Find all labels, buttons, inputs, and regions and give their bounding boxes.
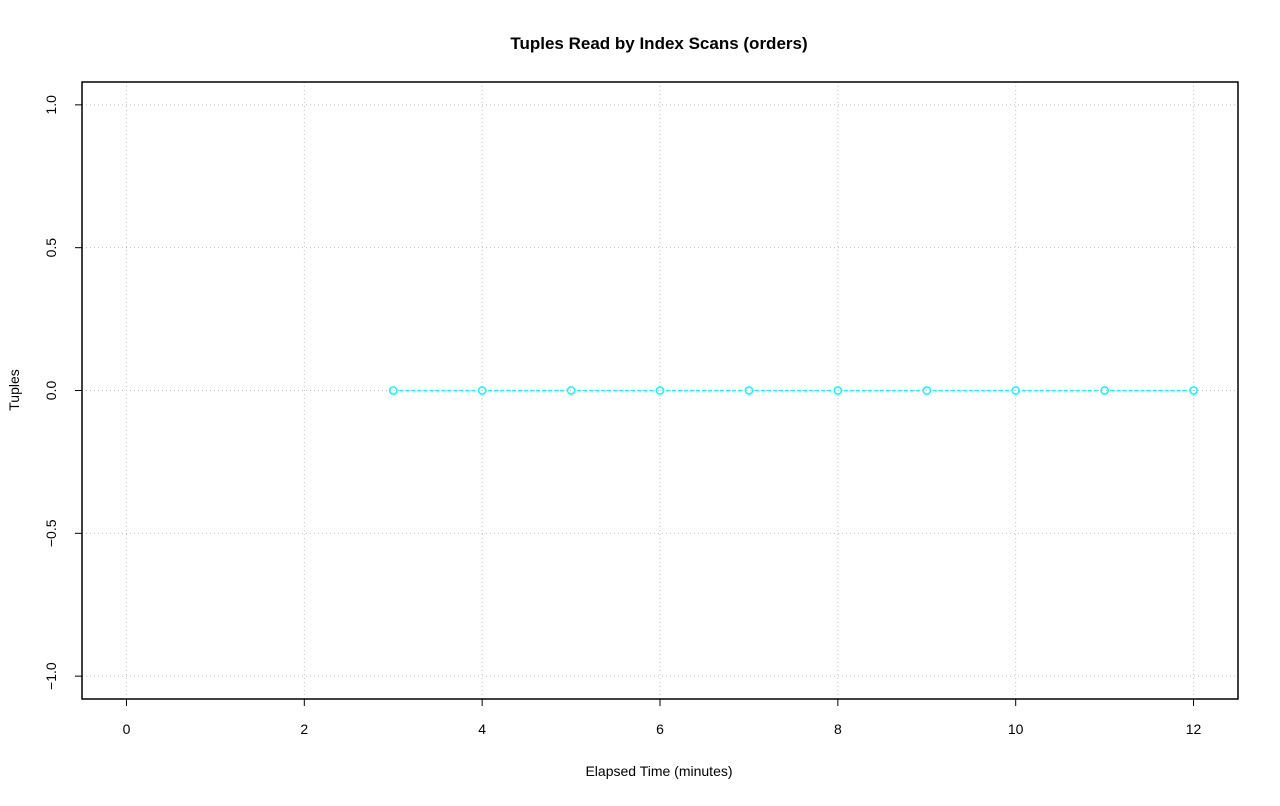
series <box>388 386 1198 395</box>
data-point <box>1011 386 1021 395</box>
plot-frame <box>81 81 1239 700</box>
data-point <box>477 386 487 395</box>
data-point <box>1189 386 1198 395</box>
data-point <box>833 386 843 395</box>
data-point <box>922 386 932 395</box>
y-axis-label: Tuples <box>6 369 22 411</box>
y-tick-label: −0.5 <box>43 519 59 547</box>
x-tick-label: 6 <box>656 721 664 737</box>
y-tick-label: 0.5 <box>43 238 59 258</box>
y-axis: −1.0 −0.5 0.0 0.5 1.0 <box>43 95 82 690</box>
data-point <box>566 386 576 395</box>
y-tick-label: −1.0 <box>43 662 59 690</box>
data-point <box>744 386 754 395</box>
x-tick-label: 10 <box>1008 721 1024 737</box>
x-axis: 0 2 4 6 8 10 12 <box>123 699 1202 737</box>
grid <box>82 82 1238 699</box>
data-point <box>388 386 398 395</box>
x-tick-label: 12 <box>1186 721 1202 737</box>
x-tick-label: 0 <box>123 721 131 737</box>
x-tick-label: 4 <box>478 721 486 737</box>
y-tick-label: 0.0 <box>43 381 59 401</box>
data-point <box>655 386 665 395</box>
y-tick-label: 1.0 <box>43 95 59 115</box>
chart-title: Tuples Read by Index Scans (orders) <box>510 34 807 53</box>
x-axis-label: Elapsed Time (minutes) <box>585 763 732 779</box>
data-point <box>1100 386 1109 395</box>
x-tick-label: 8 <box>834 721 842 737</box>
x-tick-label: 2 <box>300 721 308 737</box>
